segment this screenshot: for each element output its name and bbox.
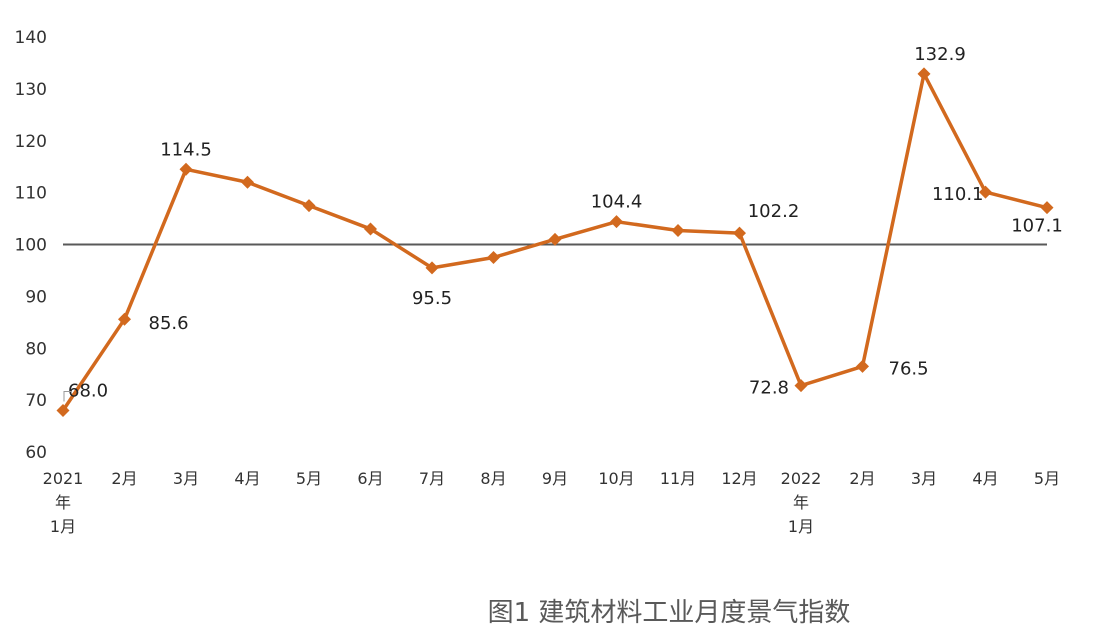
data-label: 102.2 [748,201,800,222]
data-label: 95.5 [412,288,452,309]
x-tick-label: 6月 [357,469,383,488]
x-tick-label: 5月 [1034,469,1060,488]
data-label: 114.5 [160,139,212,160]
data-point [979,185,992,199]
y-tick-label: 100 [15,236,47,256]
x-tick-label: 4月 [234,469,260,488]
y-tick-label: 70 [25,391,47,411]
x-tick-label: 4月 [972,469,998,488]
data-point [1040,201,1054,215]
x-tick-label: 3月 [911,469,937,488]
y-tick-label: 90 [25,287,47,307]
data-point [794,379,808,393]
data-point [548,232,562,246]
x-tick-label: 11月 [660,469,696,488]
y-tick-label: 140 [15,28,47,48]
x-tick-label: 7月 [419,469,445,488]
x-tick-label: 12月 [721,469,757,488]
data-point [302,199,316,213]
data-label: 110.1 [932,184,984,205]
x-tick-label: 5月 [296,469,322,488]
data-label: 104.4 [591,192,643,213]
x-tick-label: 8月 [480,469,506,488]
data-point [487,250,500,264]
y-axis: 60 70 80 90 100 110 120 130 140 [15,28,47,463]
data-label: 76.5 [889,358,929,379]
x-tick-label: 2月 [849,469,875,488]
data-point [364,222,377,236]
x-tick-label: 2021 年 1月 [43,469,84,536]
data-label: 68.0 [68,381,108,402]
data-point [917,67,931,81]
data-point [179,162,193,176]
y-tick-label: 80 [25,339,47,359]
x-tick-label: 9月 [542,469,568,488]
x-axis: 2021 年 1月 2月 3月 4月 5月 6月 7月 8月 9月 10月 11月 12月 2022 年 1月 2… [43,469,1060,536]
data-point [118,312,131,326]
data-point [610,215,623,229]
x-tick-label: 10月 [598,469,634,488]
series-group [56,67,1054,417]
x-tick-label: 2022 年 1月 [781,469,822,536]
data-label: 72.8 [749,378,789,399]
x-tick-label: 2月 [111,469,137,488]
y-tick-label: 130 [15,80,47,100]
chart-title: 图1 建筑材料工业月度景气指数 [487,598,851,628]
data-point [425,261,439,275]
data-point [241,175,254,189]
data-label: 107.1 [1011,216,1063,237]
data-label: 132.9 [914,44,966,65]
x-tick-label: 3月 [173,469,199,488]
data-label: 85.6 [149,313,189,334]
y-tick-label: 120 [15,132,47,152]
data-point [856,359,869,373]
y-tick-label: 60 [25,443,47,463]
data-point [733,226,746,240]
data-point [56,404,70,417]
data-point [671,223,685,237]
y-tick-label: 110 [15,184,47,204]
data-labels: 68.0 85.6 114.5 95.5 104.4 102.2 72.8 76.5 132.9… [63,44,1063,402]
label-leader [63,391,72,402]
